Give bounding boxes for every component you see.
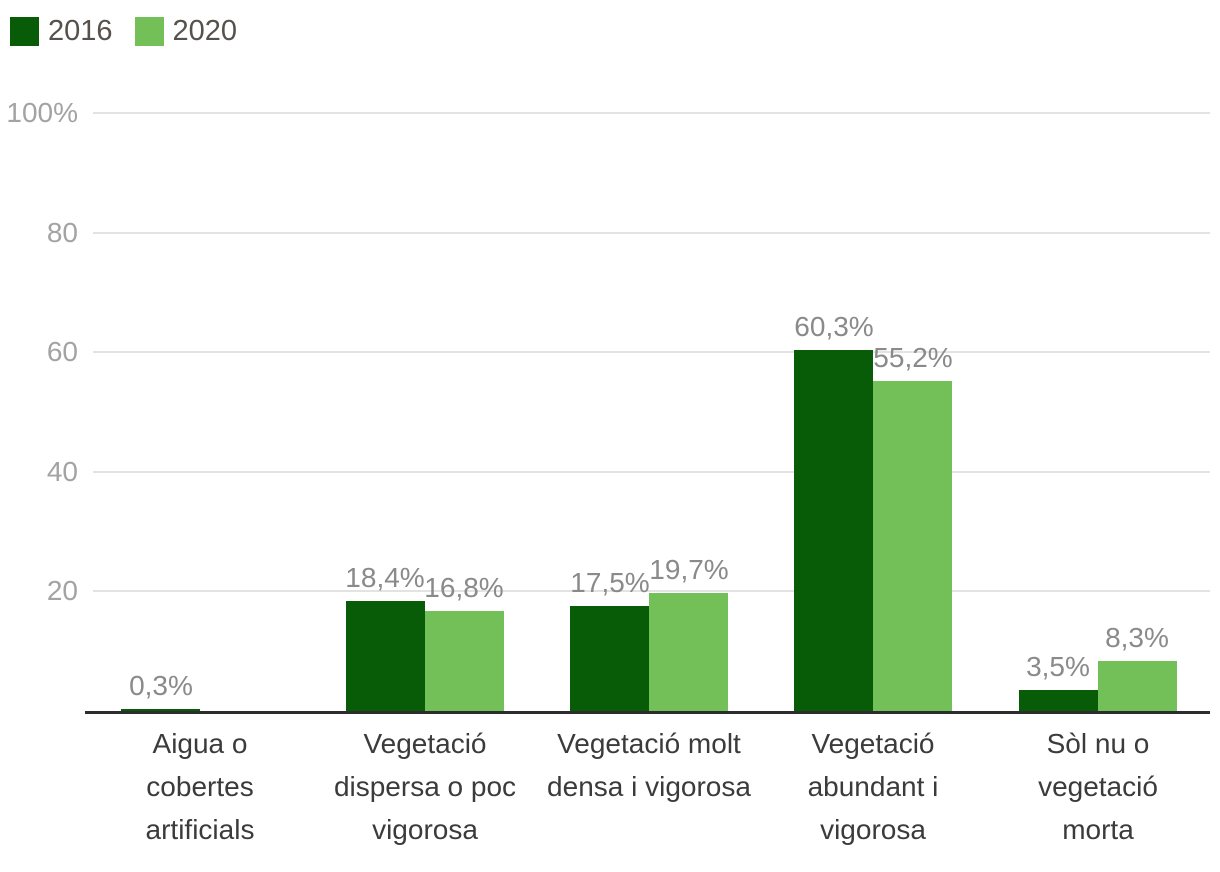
y-tick-label-80: 80 [46, 217, 78, 248]
value-label-2020-cat2: 16,8% [424, 572, 504, 603]
category-label-line: Aigua o [152, 728, 248, 759]
category-label-line: abundant i [807, 771, 939, 802]
category-label-line: Vegetació molt [557, 728, 741, 759]
x-axis-line [85, 711, 1210, 714]
bar-2016-cat4 [794, 350, 873, 711]
category-label-4: Vegetació abundant i vigorosa [758, 722, 988, 851]
value-label-2020-cat3: 19,7% [649, 554, 729, 585]
category-label-1: Aigua o cobertes artificials [85, 722, 315, 851]
category-label-3: Vegetació molt densa i vigorosa [534, 722, 764, 808]
bar-2020-cat4 [873, 381, 952, 711]
value-label-2016-cat5: 3,5% [1026, 651, 1090, 682]
category-label-line: Sòl nu o [1046, 728, 1150, 759]
legend-item-2020: 2020 [134, 15, 238, 47]
gridline-80 [93, 232, 1210, 234]
legend-swatch-2016-icon [10, 17, 39, 46]
bar-2016-cat2 [346, 601, 425, 711]
bar-2016-cat5 [1019, 690, 1098, 711]
legend-label-2016: 2016 [48, 15, 113, 47]
bar-2020-cat5 [1098, 661, 1177, 711]
gridline-40 [93, 471, 1210, 473]
gridline-100 [93, 112, 1210, 114]
category-label-line: cobertes [146, 771, 254, 802]
value-label-2020-cat4: 55,2% [873, 342, 953, 373]
bar-2020-cat2 [425, 611, 504, 711]
legend-item-2016: 2016 [10, 17, 113, 46]
category-label-line: vigorosa [372, 814, 478, 845]
gridline-20 [93, 590, 1210, 592]
category-label-line: Vegetació [363, 728, 487, 759]
value-label-2016-cat3: 17,5% [570, 567, 650, 598]
legend-label-2020: 2020 [172, 15, 238, 47]
legend: 2016 2020 [10, 17, 237, 46]
category-label-line: vegetació [1038, 771, 1158, 802]
y-tick-label-20: 20 [46, 575, 78, 606]
y-tick-label-100: 100% [6, 97, 78, 128]
category-label-line: vigorosa [820, 814, 926, 845]
value-label-2016-cat1: 0,3% [129, 670, 193, 701]
gridline-60 [93, 351, 1210, 353]
category-label-line: densa i vigorosa [547, 771, 751, 802]
y-tick-label-40: 40 [46, 456, 78, 487]
value-label-2020-cat5: 8,3% [1105, 622, 1169, 653]
bar-2016-cat1 [121, 709, 200, 711]
category-label-2: Vegetació dispersa o poc vigorosa [310, 722, 540, 851]
category-label-line: Vegetació [811, 728, 935, 759]
y-tick-label-60: 60 [46, 336, 78, 367]
legend-swatch-2020-icon [134, 17, 164, 46]
category-label-5: Sòl nu o vegetació morta [983, 722, 1213, 851]
category-label-line: dispersa o poc [333, 771, 517, 802]
value-label-2016-cat4: 60,3% [794, 311, 874, 342]
category-label-line: morta [1062, 814, 1134, 845]
bar-2020-cat3 [649, 593, 728, 711]
value-label-2016-cat2: 18,4% [345, 562, 425, 593]
bar-2016-cat3 [570, 606, 649, 711]
category-label-line: artificials [145, 814, 255, 845]
